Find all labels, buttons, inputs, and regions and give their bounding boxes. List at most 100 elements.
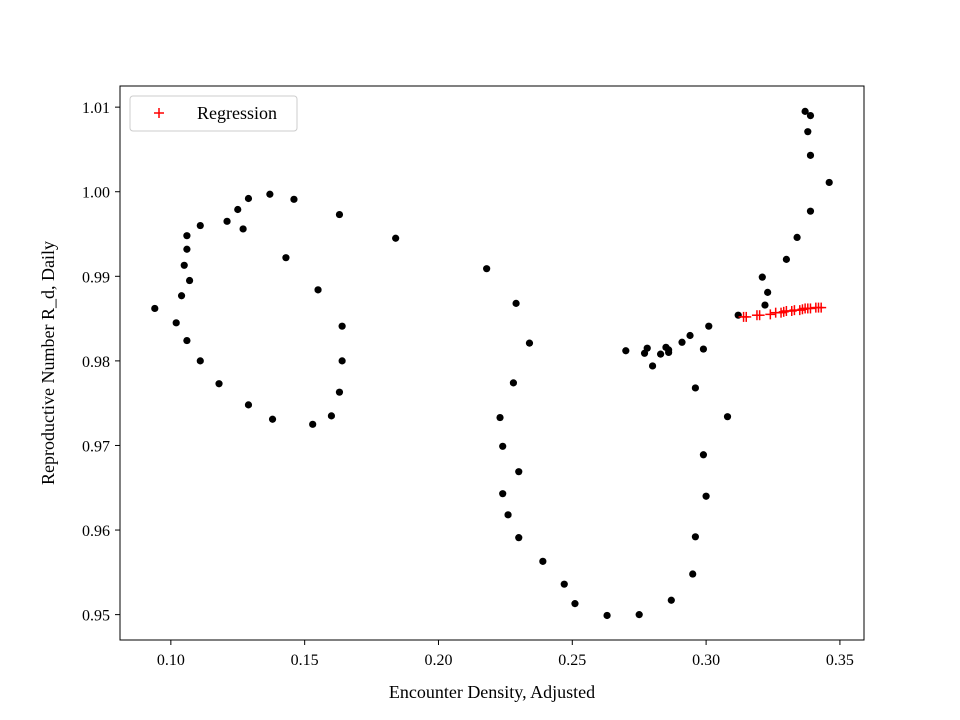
regression-point (794, 305, 805, 316)
data-point (699, 451, 708, 459)
legend-label-regression: Regression (197, 103, 277, 123)
data-point (539, 557, 547, 565)
data-point (177, 292, 186, 300)
data-point (801, 107, 809, 115)
data-point (515, 534, 523, 542)
data-point (338, 357, 346, 365)
y-tick-label: 0.95 (82, 608, 110, 625)
data-point (183, 232, 191, 240)
data-point (525, 339, 534, 347)
data-point (806, 112, 815, 120)
y-tick-label: 1.00 (82, 185, 110, 202)
data-point (622, 347, 630, 355)
data-point (643, 344, 651, 352)
data-point (667, 596, 675, 604)
data-point (392, 234, 400, 242)
data-point (335, 210, 344, 219)
data-point (648, 362, 657, 370)
data-point (268, 415, 277, 423)
data-point (657, 350, 665, 358)
legend-plus-icon (154, 108, 164, 118)
legend-box (129, 95, 298, 132)
data-point (504, 511, 512, 519)
data-point (496, 413, 504, 422)
legend: Regression (129, 95, 298, 132)
x-tick-label: 0.25 (558, 652, 586, 669)
data-point (266, 190, 274, 198)
data-point (806, 207, 815, 215)
regression-point (754, 310, 765, 321)
x-axis-label: Encounter Density, Adjusted (389, 682, 595, 702)
data-point (223, 217, 231, 225)
legend-marker-regression (154, 108, 164, 118)
data-point (244, 194, 253, 203)
data-point (196, 221, 204, 230)
data-point (499, 490, 507, 498)
data-point (691, 384, 699, 392)
regression-point (741, 311, 752, 322)
data-point (665, 346, 673, 354)
data-point (172, 319, 180, 327)
data-point (764, 288, 772, 296)
x-tick-label: 0.10 (157, 652, 185, 669)
data-point (234, 205, 242, 214)
data-point (151, 304, 159, 313)
data-point (183, 245, 191, 253)
data-point (686, 331, 694, 340)
plot-area-frame (119, 85, 865, 641)
data-point (180, 261, 188, 269)
data-point (185, 276, 194, 285)
data-point (734, 311, 742, 319)
data-point (635, 611, 643, 619)
data-point (691, 533, 699, 541)
data-point (509, 379, 518, 387)
data-points (151, 107, 833, 620)
data-point (699, 345, 708, 353)
data-point (183, 336, 191, 345)
regression-point (797, 304, 808, 315)
data-point (515, 468, 523, 476)
regression-point (778, 306, 789, 317)
data-point (196, 357, 204, 365)
y-tick-label: 0.99 (82, 269, 110, 286)
data-point (499, 442, 507, 450)
data-point (338, 322, 346, 330)
data-point (215, 380, 223, 388)
data-point (793, 233, 801, 241)
x-tick-label: 0.20 (424, 652, 452, 669)
data-point (758, 273, 766, 281)
y-axis-label: Reproductive Number R_d, Daily (38, 241, 58, 485)
data-point (705, 322, 713, 330)
data-point (806, 151, 815, 159)
data-point (314, 286, 322, 294)
data-point (309, 420, 317, 428)
data-point (603, 611, 611, 620)
y-tick-label: 0.98 (82, 354, 110, 371)
data-point (761, 301, 769, 309)
data-point (483, 265, 491, 273)
data-point (335, 388, 344, 396)
data-point (512, 299, 520, 307)
data-point (571, 600, 579, 608)
data-point (282, 254, 290, 262)
regression-point (776, 307, 787, 318)
y-tick-label: 0.96 (82, 523, 110, 540)
y-tick-label: 1.01 (82, 100, 110, 117)
data-point (327, 412, 336, 420)
data-point (782, 255, 790, 263)
data-point (804, 128, 812, 136)
x-tick-label: 0.30 (692, 652, 720, 669)
axis-ticks: 0.10 0.15 0.20 0.25 0.30 0.35 0.95 0.96 0.97 0.98… (82, 100, 854, 669)
data-point (689, 570, 697, 578)
regression-point (816, 302, 827, 313)
regression-point (765, 309, 776, 320)
data-point (290, 195, 298, 203)
data-point (239, 225, 247, 233)
y-tick-label: 0.97 (82, 438, 110, 455)
data-point (560, 580, 568, 588)
x-tick-label: 0.35 (826, 652, 854, 669)
regression-point (805, 303, 816, 314)
x-tick-label: 0.15 (291, 652, 319, 669)
data-point (244, 401, 253, 409)
